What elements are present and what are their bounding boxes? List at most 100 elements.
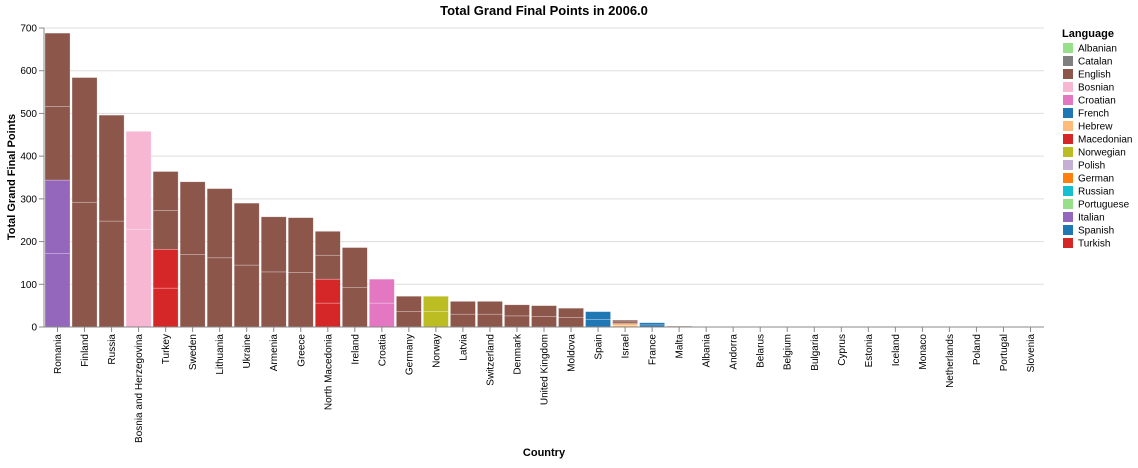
bar-segment bbox=[261, 272, 286, 327]
y-tick-label: 100 bbox=[20, 280, 37, 291]
x-tick-label: Ireland bbox=[350, 334, 361, 365]
bar-segment bbox=[477, 314, 502, 327]
x-tick-label: Spain bbox=[594, 334, 605, 360]
x-tick-label: Ukraine bbox=[242, 334, 253, 369]
bar-segment bbox=[342, 287, 367, 327]
x-tick-label: Switzerland bbox=[485, 334, 496, 386]
bar-segment bbox=[640, 323, 665, 325]
legend-label: English bbox=[1078, 70, 1111, 81]
bar-segment bbox=[559, 318, 584, 327]
bar-segment bbox=[153, 249, 178, 288]
legend-swatch bbox=[1063, 173, 1073, 183]
x-tick-label: Portugal bbox=[999, 334, 1010, 371]
legend-swatch bbox=[1063, 160, 1073, 170]
bar-segment bbox=[342, 248, 367, 288]
bar-segment bbox=[261, 217, 286, 272]
legend-swatch bbox=[1063, 108, 1073, 118]
bar-segment bbox=[45, 254, 70, 327]
legend-swatch bbox=[1063, 147, 1073, 157]
y-tick-label: 300 bbox=[20, 194, 37, 205]
legend-label: Norwegian bbox=[1078, 148, 1126, 159]
x-tick-label: Greece bbox=[296, 334, 307, 367]
legend-label: Russian bbox=[1078, 187, 1114, 198]
x-tick-label: Andorra bbox=[729, 334, 740, 370]
bar-segment bbox=[126, 229, 151, 327]
bar-segment bbox=[207, 189, 232, 258]
legend-label: Croatian bbox=[1078, 96, 1116, 107]
legend-swatch bbox=[1063, 69, 1073, 79]
bar-segment bbox=[315, 231, 340, 255]
legend: Language AlbanianCatalanEnglishBosnianCr… bbox=[1062, 28, 1132, 250]
legend-label: Albanian bbox=[1078, 44, 1117, 55]
bar-segment bbox=[99, 221, 124, 327]
legend-label: German bbox=[1078, 174, 1114, 185]
legend-swatch bbox=[1063, 186, 1073, 196]
bar-segment bbox=[450, 314, 475, 327]
legend-label: Macedonian bbox=[1078, 135, 1132, 146]
bar-segment bbox=[613, 320, 638, 322]
y-tick-label: 500 bbox=[20, 109, 37, 120]
bar-segment bbox=[423, 296, 448, 311]
bar-segment bbox=[396, 296, 421, 311]
x-tick-label: Armenia bbox=[269, 334, 280, 372]
bar-segment bbox=[153, 288, 178, 327]
legend-label: French bbox=[1078, 109, 1109, 120]
bar-segment bbox=[586, 319, 611, 327]
bar-segment bbox=[423, 312, 448, 327]
bar-segment bbox=[531, 316, 556, 327]
x-tick-label: Sweden bbox=[188, 334, 199, 370]
x-tick-label: Germany bbox=[404, 334, 415, 375]
x-tick-label: Latvia bbox=[458, 334, 469, 361]
y-tick-label: 0 bbox=[31, 323, 37, 334]
legend-label: Turkish bbox=[1078, 239, 1110, 250]
bar-segment bbox=[234, 203, 259, 265]
x-tick-label: Norway bbox=[431, 334, 442, 368]
bar-segment bbox=[126, 131, 151, 229]
x-tick-label: Netherlands bbox=[945, 334, 956, 388]
legend-swatch bbox=[1063, 56, 1073, 66]
legend-label: Polish bbox=[1078, 161, 1105, 172]
bar-segment bbox=[586, 312, 611, 320]
bar-segment bbox=[45, 180, 70, 253]
bar-segment bbox=[234, 265, 259, 327]
x-tick-label: Denmark bbox=[512, 333, 523, 375]
bar-segment bbox=[315, 279, 340, 303]
legend-swatch bbox=[1063, 43, 1073, 53]
y-axis-label: Total Grand Final Points bbox=[6, 114, 18, 240]
x-tick-label: Iceland bbox=[891, 334, 902, 366]
bar-segment bbox=[315, 303, 340, 327]
x-tick-label: Israel bbox=[621, 334, 632, 358]
legend-label: Hebrew bbox=[1078, 122, 1113, 133]
x-tick-label: Bulgaria bbox=[810, 334, 821, 371]
legend-swatch bbox=[1063, 225, 1073, 235]
bar-segment bbox=[477, 301, 502, 314]
x-axis-label: Country bbox=[523, 447, 566, 459]
x-tick-label: United Kingdom bbox=[540, 334, 551, 405]
bar-segment bbox=[207, 258, 232, 327]
x-tick-label: Estonia bbox=[864, 334, 875, 368]
x-tick-label: Bosnia and Herzegovina bbox=[134, 334, 145, 443]
chart-title: Total Grand Final Points in 2006.0 bbox=[440, 3, 648, 18]
bars bbox=[45, 33, 692, 327]
bar-segment bbox=[72, 78, 97, 203]
legend-title: Language bbox=[1062, 28, 1114, 40]
x-tick-label: Turkey bbox=[161, 334, 172, 364]
bar-segment bbox=[45, 107, 70, 180]
bar-segment bbox=[180, 254, 205, 327]
legend-swatch bbox=[1063, 199, 1073, 209]
bar-segment bbox=[288, 272, 313, 327]
y-tick-label: 700 bbox=[20, 24, 37, 35]
legend-swatch bbox=[1063, 82, 1073, 92]
bar-segment bbox=[450, 301, 475, 314]
bar-segment bbox=[369, 279, 394, 303]
y-tick-label: 200 bbox=[20, 237, 37, 248]
x-tick-label: Russia bbox=[107, 334, 118, 365]
bar-segment bbox=[72, 202, 97, 327]
bar-segment bbox=[396, 312, 421, 327]
legend-label: Italian bbox=[1078, 213, 1105, 224]
bar-segment bbox=[504, 316, 529, 327]
legend-swatch bbox=[1063, 134, 1073, 144]
bar-segment bbox=[504, 305, 529, 316]
